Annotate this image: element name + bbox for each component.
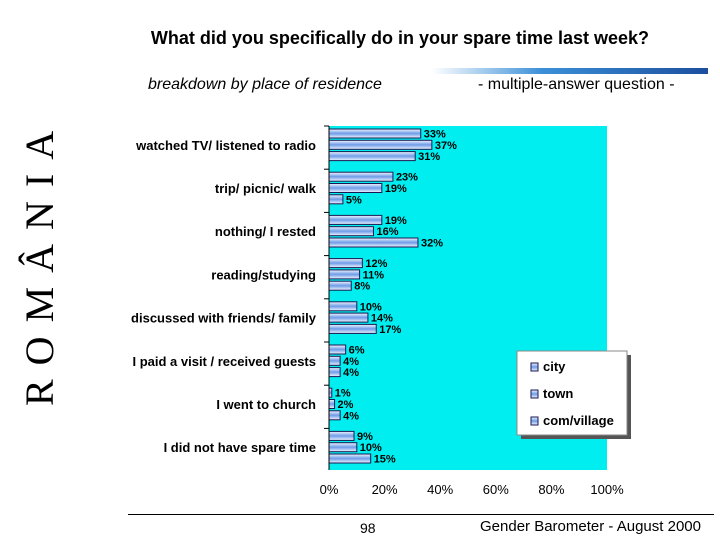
category-label: watched TV/ listened to radio — [135, 138, 316, 153]
category-label: I did not have spare time — [164, 440, 316, 455]
data-label: 15% — [374, 454, 396, 466]
bar-com-village — [328, 323, 377, 334]
data-label: 17% — [379, 324, 401, 336]
data-label: 16% — [376, 226, 398, 238]
bar-com-village — [328, 280, 352, 291]
legend-label: town — [543, 386, 573, 401]
bar-com-village — [328, 367, 341, 378]
bar-com-village — [328, 194, 344, 205]
data-label: 1% — [335, 388, 351, 400]
chart-subtitle: breakdown by place of residence — [148, 76, 382, 93]
data-label: 4% — [343, 367, 359, 379]
bar-town — [328, 183, 383, 193]
data-label: 9% — [357, 431, 373, 443]
data-label: 4% — [343, 356, 359, 368]
data-label: 6% — [349, 345, 365, 357]
bar-com-village — [328, 151, 416, 162]
bar-com-village — [328, 410, 341, 421]
legend-swatch — [530, 362, 539, 372]
data-label: 10% — [360, 301, 382, 313]
data-label: 32% — [421, 238, 443, 250]
legend-label: com/village — [543, 413, 614, 428]
question-type-note: - multiple-answer question - — [478, 76, 675, 93]
bar-city — [328, 128, 422, 139]
legend-swatch — [530, 389, 539, 399]
category-label: nothing/ I rested — [215, 224, 316, 239]
data-label: 8% — [354, 281, 370, 293]
data-label: 4% — [343, 410, 359, 422]
bar-city — [328, 258, 363, 269]
data-label: 19% — [385, 215, 407, 227]
x-tick-label: 80% — [538, 482, 564, 497]
bar-town — [328, 312, 369, 323]
bar-city — [328, 171, 394, 182]
chart-title: What did you specifically do in your spa… — [150, 28, 650, 48]
bar-town — [328, 442, 358, 453]
category-label: trip/ picnic/ walk — [215, 181, 317, 196]
footer-source: Gender Barometer - August 2000 — [480, 518, 701, 535]
page-number: 98 — [360, 520, 376, 536]
x-tick-label: 40% — [427, 482, 453, 497]
bar-city — [328, 301, 358, 312]
bar-city — [328, 344, 347, 355]
x-tick-label: 100% — [590, 482, 624, 497]
category-label: discussed with friends/ family — [131, 311, 317, 326]
footer-divider — [128, 514, 714, 515]
legend-swatch — [530, 416, 539, 426]
x-tick-label: 60% — [483, 482, 509, 497]
bar-com-village — [328, 237, 419, 248]
data-label: 10% — [360, 442, 382, 454]
data-label: 31% — [418, 151, 440, 163]
decorative-rule — [432, 68, 708, 74]
category-label: reading/studying — [211, 267, 316, 282]
data-label: 12% — [365, 258, 387, 270]
bar-town — [328, 269, 361, 280]
data-label: 14% — [371, 313, 393, 325]
bar-town — [328, 139, 433, 150]
bar-com-village — [328, 453, 372, 464]
data-label: 23% — [396, 172, 418, 184]
data-label: 33% — [424, 129, 446, 141]
data-label: 5% — [346, 194, 362, 206]
x-tick-label: 20% — [372, 482, 398, 497]
data-label: 2% — [338, 399, 354, 411]
category-label: I paid a visit / received guests — [132, 354, 316, 369]
bar-city — [328, 430, 355, 441]
legend-label: city — [543, 359, 566, 374]
bar-town — [328, 355, 341, 366]
data-label: 11% — [363, 269, 385, 281]
category-label: I went to church — [216, 397, 316, 412]
x-tick-label: 0% — [320, 482, 339, 497]
data-label: 19% — [385, 183, 407, 195]
bar-town — [328, 226, 374, 237]
data-label: 37% — [435, 140, 457, 152]
bar-city — [328, 214, 383, 225]
bar-town — [328, 399, 336, 409]
